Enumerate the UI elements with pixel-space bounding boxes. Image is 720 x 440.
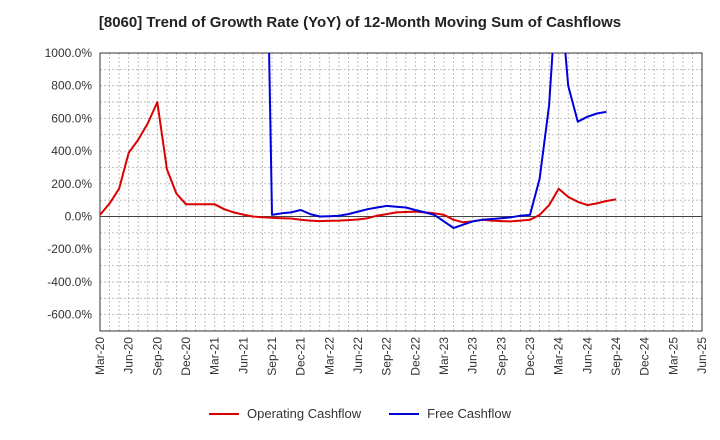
legend-label-operating: Operating Cashflow	[247, 406, 362, 421]
legend-item-free: Free Cashflow	[389, 406, 511, 421]
legend-swatch-operating	[209, 412, 239, 415]
x-tick-label: Dec-20	[179, 337, 193, 376]
y-tick-label: 200.0%	[51, 177, 92, 191]
series-line-operating-cashflow	[100, 101, 617, 224]
x-tick-label: Dec-24	[638, 337, 652, 376]
x-tick-label: Jun-24	[580, 337, 594, 374]
x-tick-label: Jun-21	[236, 337, 250, 374]
y-tick-label: 400.0%	[51, 144, 92, 158]
legend-label-free: Free Cashflow	[427, 406, 511, 421]
legend-item-operating: Operating Cashflow	[209, 406, 361, 421]
legend-swatch-free	[389, 412, 420, 415]
y-tick-label: 0.0%	[65, 210, 93, 224]
plot-frame	[99, 52, 703, 332]
x-tick-label: Dec-21	[294, 337, 308, 376]
x-tick-label: Jun-25	[695, 337, 709, 374]
x-tick-label: Jun-20	[122, 337, 136, 374]
x-tick-label: Mar-20	[93, 337, 107, 375]
x-tick-label: Mar-23	[437, 337, 451, 375]
x-tick-label: Mar-25	[666, 337, 680, 375]
x-tick-label: Sep-22	[380, 337, 394, 376]
y-tick-label: -400.0%	[47, 275, 92, 289]
x-tick-label: Jun-23	[466, 337, 480, 374]
y-tick-label: -600.0%	[47, 308, 92, 322]
series-line-free-cashflow	[268, 53, 554, 229]
y-tick-label: 800.0%	[51, 79, 92, 93]
y-tick-label: 600.0%	[51, 111, 92, 125]
x-tick-label: Sep-20	[150, 337, 164, 376]
x-tick-label: Dec-23	[523, 337, 537, 376]
chart-legend: Operating Cashflow Free Cashflow	[0, 406, 720, 421]
x-tick-label: Sep-23	[494, 337, 508, 376]
x-tick-label: Sep-21	[265, 337, 279, 376]
x-tick-label: Mar-21	[208, 337, 222, 375]
x-tick-label: Jun-22	[351, 337, 365, 374]
x-tick-label: Mar-24	[552, 337, 566, 375]
x-tick-label: Dec-22	[408, 337, 422, 376]
chart-title: [8060] Trend of Growth Rate (YoY) of 12-…	[98, 14, 622, 31]
x-tick-label: Mar-22	[322, 337, 336, 375]
plot-background	[100, 53, 702, 331]
x-tick-label: Sep-24	[609, 337, 623, 376]
y-tick-label: 1000.0%	[45, 46, 93, 60]
series-line-free-cashflow	[564, 53, 607, 123]
y-tick-label: -200.0%	[47, 242, 92, 256]
